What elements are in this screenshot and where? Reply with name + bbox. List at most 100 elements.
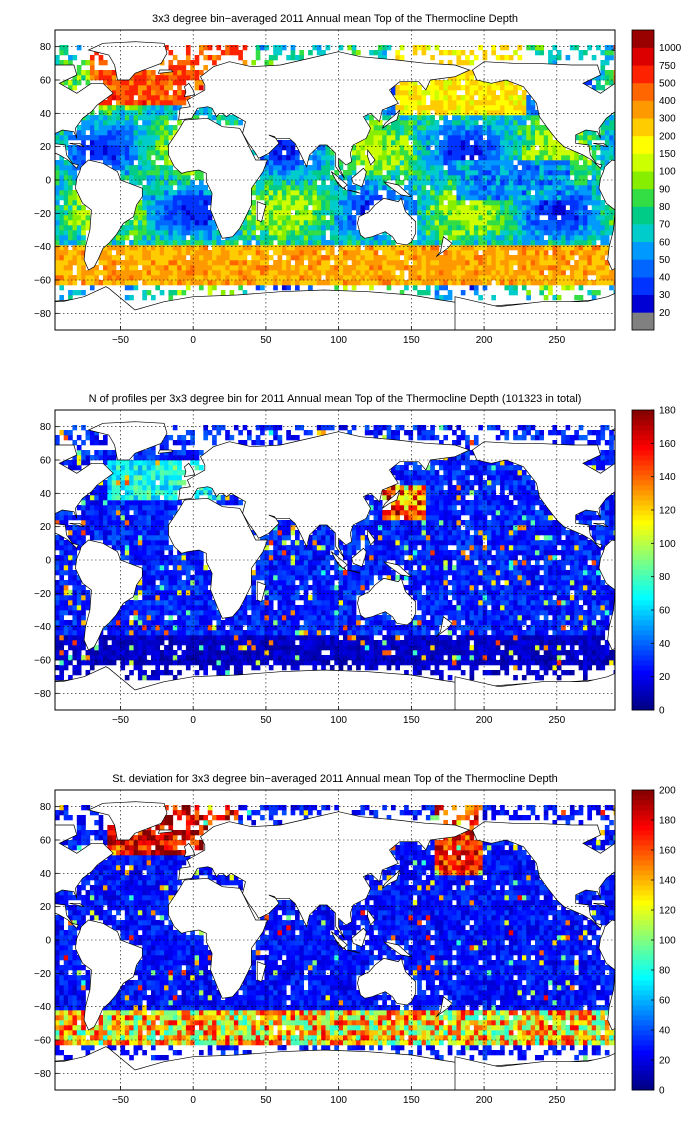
data-cell [76, 210, 82, 216]
data-cell [129, 165, 134, 171]
data-cell [255, 180, 261, 186]
data-cell [391, 105, 396, 111]
data-cell [364, 195, 370, 201]
data-cell [469, 170, 475, 176]
data-cell [268, 200, 274, 206]
data-cell [421, 130, 427, 136]
data-cell [129, 155, 134, 161]
data-cell [508, 255, 514, 261]
data-cell [369, 245, 374, 251]
data-cell [404, 140, 409, 146]
data-cell [364, 250, 370, 256]
data-cell [325, 225, 331, 231]
data-cell [177, 255, 182, 261]
data-cell [251, 655, 257, 661]
data-cell [264, 155, 270, 161]
data-cell [124, 675, 130, 681]
data-cell [386, 250, 392, 256]
data-cell [295, 155, 300, 161]
data-cell [220, 270, 226, 276]
data-cell [116, 280, 121, 286]
data-cell [164, 130, 169, 136]
data-cell [89, 275, 95, 281]
data-cell [504, 185, 510, 191]
data-cell [417, 235, 422, 241]
data-cell [142, 195, 147, 201]
data-cell [521, 265, 527, 271]
data-cell [487, 135, 492, 141]
data-cell [578, 230, 584, 236]
data-cell [120, 665, 126, 671]
data-cell [382, 135, 387, 141]
data-cell [329, 155, 335, 161]
data-cell [107, 150, 113, 156]
data-cell [609, 45, 614, 51]
data-cell [129, 275, 134, 281]
data-cell [508, 265, 514, 271]
data-cell [517, 120, 523, 126]
data-cell [312, 650, 318, 656]
data-cell [521, 110, 527, 116]
data-cell [469, 280, 475, 286]
data-cell [600, 50, 606, 56]
data-cell [168, 165, 174, 171]
data-cell [137, 105, 143, 111]
data-cell [460, 155, 466, 161]
data-cell [107, 80, 113, 86]
data-cell [242, 235, 248, 241]
data-cell [565, 195, 571, 201]
data-cell [430, 205, 435, 211]
data-cell [487, 115, 492, 121]
data-cell [604, 220, 610, 226]
data-cell [434, 110, 440, 116]
data-cell [155, 645, 161, 651]
data-cell [251, 255, 257, 261]
data-cell [443, 275, 449, 281]
data-cell [452, 245, 457, 251]
data-cell [334, 220, 339, 226]
data-cell [107, 100, 113, 106]
data-cell [233, 270, 239, 276]
data-cell [421, 190, 427, 196]
data-cell [168, 660, 174, 666]
data-cell [408, 150, 414, 156]
data-cell [526, 670, 531, 676]
data-cell [425, 255, 431, 261]
data-cell [609, 130, 614, 136]
data-cell [465, 235, 470, 241]
data-cell [190, 265, 195, 271]
data-cell [63, 205, 69, 211]
data-cell [583, 660, 588, 666]
data-cell [526, 175, 531, 181]
data-cell [155, 180, 161, 186]
data-cell [521, 135, 527, 141]
data-cell [439, 175, 444, 181]
data-cell [548, 175, 553, 181]
data-cell [286, 285, 291, 291]
data-cell [325, 45, 331, 51]
data-cell [556, 235, 562, 241]
data-cell [404, 150, 409, 156]
data-cell [177, 265, 182, 271]
colorbar-segment [632, 82, 654, 101]
data-cell [574, 155, 579, 161]
data-cell [89, 120, 95, 126]
data-cell [443, 650, 449, 656]
data-cell [539, 265, 545, 271]
data-cell [164, 185, 169, 191]
data-cell [517, 275, 523, 281]
data-cell [491, 180, 497, 186]
data-cell [569, 280, 575, 286]
data-cell [242, 290, 248, 296]
data-cell [504, 135, 510, 141]
data-cell [460, 220, 466, 226]
data-cell [264, 210, 270, 216]
data-cell [583, 670, 588, 676]
data-cell [63, 635, 69, 641]
data-cell [421, 205, 427, 211]
data-cell [443, 155, 449, 161]
data-cell [303, 220, 309, 226]
data-cell [495, 180, 501, 186]
data-cell [504, 655, 510, 661]
data-cell [185, 195, 191, 201]
